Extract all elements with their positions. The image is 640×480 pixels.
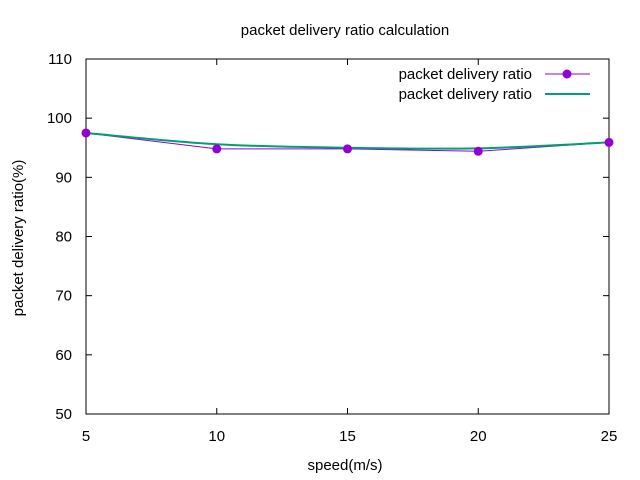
y-tick-label: 90 (55, 169, 72, 186)
x-tick-label: 5 (82, 428, 90, 445)
x-tick-label: 20 (470, 428, 487, 445)
x-tick-label: 25 (601, 428, 618, 445)
series-1-point (81, 128, 91, 138)
y-tick-label: 70 (55, 288, 72, 305)
chart-title: packet delivery ratio calculation (241, 22, 449, 39)
x-tick-label: 15 (339, 428, 356, 445)
y-tick-label: 60 (55, 347, 72, 364)
series-1-point (212, 144, 222, 154)
legend-label-1: packet delivery ratio (399, 66, 532, 83)
y-tick-label: 50 (55, 406, 72, 423)
y-tick-label: 100 (47, 110, 72, 127)
y-tick-label: 80 (55, 229, 72, 246)
series-1-point (343, 144, 352, 154)
series-1-point (604, 137, 614, 147)
plot-area (85, 58, 610, 415)
legend-marker-1 (562, 69, 572, 79)
series-layer (81, 128, 614, 156)
y-tick-label: 110 (48, 51, 72, 68)
series-1-point (473, 146, 483, 156)
x-axis-title: speed(m/s) (307, 457, 382, 474)
y-axis-title: packet delivery ratio(%) (10, 160, 27, 317)
axis-ticks: 50 60 70 80 90 100 110 5 10 15 20 25 (47, 51, 617, 445)
x-tick-label: 10 (208, 428, 225, 445)
legend-label-2: packet delivery ratio (399, 86, 532, 103)
legend: packet delivery ratio packet delivery ra… (399, 66, 590, 103)
plot-border (85, 58, 610, 415)
